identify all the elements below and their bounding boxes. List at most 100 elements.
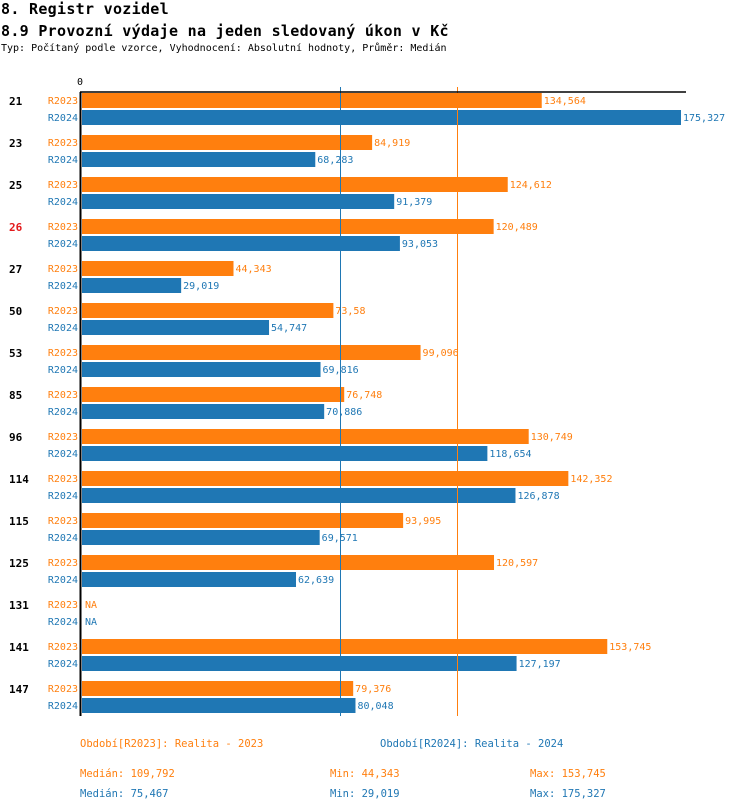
section-title: 8. Registr vozidel (1, 0, 169, 18)
data-label: 84,919 (374, 138, 410, 149)
bar (82, 345, 421, 360)
category-label: 50 (9, 305, 22, 318)
bar (82, 572, 297, 587)
series-label: R2024 (48, 365, 78, 376)
series-label: R2023 (48, 474, 78, 485)
bar (82, 320, 270, 335)
bar (82, 219, 494, 234)
series-label: R2024 (48, 239, 78, 250)
bar (82, 303, 334, 318)
data-label: 54,747 (271, 323, 307, 334)
bar (82, 236, 400, 251)
data-label: 93,053 (402, 239, 438, 250)
data-label: 120,489 (496, 222, 538, 233)
data-label: 118,654 (489, 449, 531, 460)
series-label: R2023 (48, 96, 78, 107)
category-label: 27 (9, 263, 22, 276)
data-label: 44,343 (235, 264, 271, 275)
category-label: 147 (9, 683, 29, 696)
series-label: R2023 (48, 138, 78, 149)
data-label: 69,571 (322, 533, 358, 544)
series-label: R2024 (48, 491, 78, 502)
category-label: 114 (9, 473, 29, 486)
series-label: R2023 (48, 600, 78, 611)
data-label: 134,564 (544, 96, 586, 107)
data-label: 130,749 (531, 432, 573, 443)
bar-chart: 0 21 R2023 134,564 R2024 175,327 23 R2023 84,919… (9, 77, 725, 716)
data-label: 93,995 (405, 516, 441, 527)
data-label: 126,878 (517, 491, 559, 502)
series-label: R2024 (48, 281, 78, 292)
series-label: R2023 (48, 348, 78, 359)
data-label: NA (85, 600, 97, 611)
series-label: R2023 (48, 390, 78, 401)
data-label: 29,019 (183, 281, 219, 292)
data-label: NA (85, 617, 97, 628)
legend-r2024: Období[R2024]: Realita - 2024 (380, 738, 564, 750)
series-label: R2023 (48, 684, 78, 695)
series-label: R2024 (48, 155, 78, 166)
stat-median-r2024: Medián: 75,467 (80, 788, 169, 800)
category-label: 125 (9, 557, 29, 570)
bar (82, 698, 356, 713)
bar (82, 177, 508, 192)
series-label: R2024 (48, 617, 78, 628)
data-label: 91,379 (396, 197, 432, 208)
bar (82, 429, 529, 444)
bar (82, 110, 681, 125)
category-label: 23 (9, 137, 22, 150)
bar (82, 387, 345, 402)
bar (82, 362, 321, 377)
series-label: R2024 (48, 575, 78, 586)
bar (82, 446, 488, 461)
series-label: R2023 (48, 642, 78, 653)
stat-median-r2023: Medián: 109,792 (80, 768, 175, 780)
bar (82, 681, 354, 696)
data-label: 124,612 (510, 180, 552, 191)
bar (82, 488, 516, 503)
bar (82, 555, 495, 570)
bar (82, 261, 234, 276)
series-label: R2024 (48, 659, 78, 670)
category-label: 53 (9, 347, 22, 360)
data-label: 70,886 (326, 407, 362, 418)
data-label: 127,197 (519, 659, 561, 670)
data-label: 80,048 (357, 701, 393, 712)
x-axis-tick-label: 0 (77, 77, 83, 88)
bar (82, 152, 316, 167)
category-label: 85 (9, 389, 22, 402)
data-label: 62,639 (298, 575, 334, 586)
bar (82, 513, 404, 528)
bar (82, 404, 325, 419)
stat-max-r2024: Max: 175,327 (530, 788, 606, 800)
data-label: 175,327 (683, 113, 725, 124)
data-label: 142,352 (570, 474, 612, 485)
series-label: R2024 (48, 113, 78, 124)
series-label: R2024 (48, 407, 78, 418)
series-label: R2024 (48, 449, 78, 460)
category-label: 96 (9, 431, 23, 444)
stat-max-r2023: Max: 153,745 (530, 768, 606, 780)
data-label: 68,283 (317, 155, 353, 166)
series-label: R2024 (48, 701, 78, 712)
series-label: R2023 (48, 432, 78, 443)
category-label: 141 (9, 641, 29, 654)
bar (82, 93, 542, 108)
bar (82, 278, 182, 293)
category-label: 131 (9, 599, 29, 612)
bar (82, 135, 373, 150)
data-label: 76,748 (346, 390, 382, 401)
series-label: R2023 (48, 222, 78, 233)
stat-min-r2024: Min: 29,019 (330, 788, 400, 800)
series-label: R2023 (48, 264, 78, 275)
data-label: 79,376 (355, 684, 391, 695)
bar (82, 639, 608, 654)
category-label: 25 (9, 179, 22, 192)
data-label: 73,58 (335, 306, 365, 317)
series-label: R2023 (48, 558, 78, 569)
stat-min-r2023: Min: 44,343 (330, 768, 400, 780)
category-label: 21 (9, 95, 23, 108)
legend-r2023: Období[R2023]: Realita - 2023 (80, 738, 264, 750)
chart-title: 8.9 Provozní výdaje na jeden sledovaný ú… (1, 22, 449, 40)
series-label: R2023 (48, 180, 78, 191)
